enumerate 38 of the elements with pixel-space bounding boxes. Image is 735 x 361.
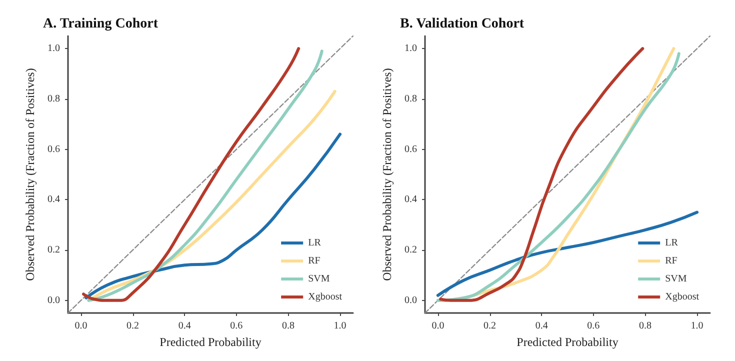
chart-title: B. Validation Cohort (400, 16, 524, 32)
x-tick-label: 0.6 (587, 320, 600, 332)
y-tick-label: 0.0 (48, 294, 60, 306)
legend-label: LR (308, 238, 322, 248)
legend-label: RF (665, 256, 678, 266)
y-axis-title: Observed Probability (Fraction of Positives) (380, 68, 394, 281)
legend-label: SVM (665, 274, 687, 284)
x-tick-label: 1.0 (690, 320, 704, 332)
x-tick-label: 1.0 (334, 320, 346, 332)
x-tick-label: 0.6 (230, 320, 243, 332)
y-tick-label: 1.0 (48, 43, 60, 54)
x-tick-label: 0.4 (535, 320, 548, 332)
chart-title: A. Training Cohort (43, 16, 158, 32)
y-tick-label: 0.0 (404, 294, 417, 306)
y-tick-label: 0.2 (48, 244, 60, 256)
x-tick-label: 0.2 (126, 320, 140, 332)
legend-label: SVM (308, 274, 330, 284)
y-axis-title: Observed Probability (Fraction of Positives) (23, 68, 37, 281)
y-tick-label: 0.8 (404, 93, 417, 104)
legend-label: LR (665, 238, 678, 248)
y-tick-label: 0.2 (404, 244, 417, 256)
x-axis-title: Predicted Probability (160, 334, 262, 349)
x-tick-label: 0.2 (484, 320, 496, 332)
legend-label: RF (308, 256, 321, 266)
x-axis-title: Predicted Probability (516, 334, 618, 349)
y-tick-label: 0.8 (48, 93, 60, 104)
y-tick-label: 0.4 (48, 194, 60, 206)
x-tick-label: 0.8 (282, 320, 294, 332)
y-tick-label: 0.6 (404, 144, 417, 155)
legend-label: Xgboost (665, 292, 700, 302)
y-tick-label: 0.4 (404, 194, 417, 206)
x-tick-label: 0.4 (178, 320, 191, 332)
y-tick-label: 0.6 (48, 144, 60, 155)
y-tick-label: 1.0 (404, 43, 417, 54)
x-tick-label: 0.0 (74, 320, 88, 332)
x-tick-label: 0.0 (432, 320, 444, 332)
x-tick-label: 0.8 (638, 320, 652, 332)
legend-label: Xgboost (308, 292, 342, 302)
